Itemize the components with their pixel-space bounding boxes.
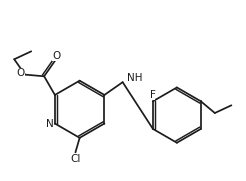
- Text: F: F: [150, 90, 155, 100]
- Text: NH: NH: [127, 73, 142, 83]
- Text: O: O: [17, 68, 25, 78]
- Text: O: O: [52, 51, 61, 61]
- Text: Cl: Cl: [70, 154, 81, 164]
- Text: N: N: [46, 119, 54, 129]
